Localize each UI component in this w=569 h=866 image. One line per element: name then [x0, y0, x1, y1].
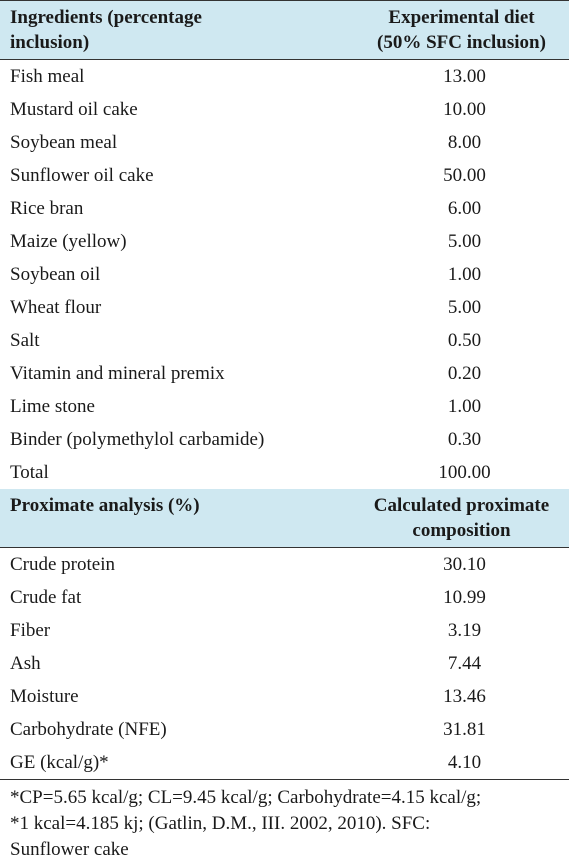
ingredient-value: 1.00 [447, 396, 482, 417]
ingredient-name: Fish meal [10, 66, 85, 87]
table-row: Lime stone 1.00 [0, 390, 569, 423]
ingredient-name: Lime stone [10, 396, 95, 417]
nutrient-value: 30.10 [443, 554, 486, 575]
proximate-header-row: Proximate analysis (%) Calculated proxim… [0, 489, 569, 548]
ingredient-name: Binder (polymethylol carbamide) [10, 429, 265, 450]
ingredient-value: 0.30 [447, 429, 482, 450]
experimental-diet-header-line2: (50% SFC inclusion) [377, 32, 546, 53]
nutrient-value: 3.19 [447, 620, 482, 641]
nutrient-value: 13.46 [443, 686, 486, 707]
nutrient-name: Ash [10, 653, 41, 674]
table-row: Crude protein 30.10 [0, 548, 569, 582]
table-row: Binder (polymethylol carbamide) 0.30 [0, 423, 569, 456]
ingredient-value: 1.00 [447, 264, 482, 285]
nutrient-value: 7.44 [447, 653, 482, 674]
ingredient-value: 50.00 [443, 165, 486, 186]
ingredient-value: 13.00 [443, 66, 486, 87]
footnote-line: *1 kcal=4.185 kj; (Gatlin, D.M., III. 20… [10, 813, 431, 834]
total-label: Total [10, 462, 49, 483]
ingredients-header-line2: inclusion) [10, 32, 90, 53]
footnote-line: *CP=5.65 kcal/g; CL=9.45 kcal/g; Carbohy… [10, 787, 482, 808]
table-row: Soybean meal 8.00 [0, 126, 569, 159]
nutrient-value: 31.81 [443, 719, 486, 740]
ingredient-value: 10.00 [443, 99, 486, 120]
ingredient-name: Mustard oil cake [10, 99, 138, 120]
table-row: GE (kcal/g)* 4.10 [0, 746, 569, 780]
footnote-line: Sunflower cake [10, 839, 129, 860]
total-row: Total 100.00 [0, 456, 569, 489]
total-value: 100.00 [438, 462, 491, 483]
table-row: Wheat flour 5.00 [0, 291, 569, 324]
ingredients-header-line1: Ingredients (percentage [10, 7, 202, 28]
nutrient-name: Carbohydrate (NFE) [10, 719, 167, 740]
ingredient-name: Rice bran [10, 198, 84, 219]
ingredient-value: 0.50 [447, 330, 482, 351]
calculated-composition-column-header: Calculated proximate composition [354, 489, 569, 548]
ingredient-name: Salt [10, 330, 40, 351]
table-row: Soybean oil 1.00 [0, 258, 569, 291]
table-row: Fiber 3.19 [0, 614, 569, 647]
ingredients-column-header: Ingredients (percentage inclusion) [0, 0, 354, 60]
ingredient-value: 8.00 [447, 132, 482, 153]
table-row: Moisture 13.46 [0, 680, 569, 713]
ingredient-name: Wheat flour [10, 297, 102, 318]
table-row: Fish meal 13.00 [0, 60, 569, 94]
experimental-diet-header-line1: Experimental diet [388, 7, 535, 28]
nutrient-value: 4.10 [354, 746, 569, 780]
table-row: Vitamin and mineral premix 0.20 [0, 357, 569, 390]
nutrient-name: Moisture [10, 686, 79, 707]
nutrient-value: 10.99 [443, 587, 486, 608]
ingredient-value: 5.00 [447, 297, 482, 318]
ingredient-name: Soybean meal [10, 132, 118, 153]
nutrient-name: Crude protein [10, 554, 116, 575]
table-row: Crude fat 10.99 [0, 581, 569, 614]
table-row: Maize (yellow) 5.00 [0, 225, 569, 258]
table-row: Salt 0.50 [0, 324, 569, 357]
table-footnote: *CP=5.65 kcal/g; CL=9.45 kcal/g; Carbohy… [0, 780, 569, 863]
calculated-header-line2: composition [412, 520, 511, 541]
ingredient-value: 0.20 [447, 363, 482, 384]
experimental-diet-column-header: Experimental diet (50% SFC inclusion) [354, 0, 569, 60]
nutrient-name: Fiber [10, 620, 51, 641]
ingredients-header-row: Ingredients (percentage inclusion) Exper… [0, 0, 569, 60]
ingredient-name: Maize (yellow) [10, 231, 127, 252]
table-row: Rice bran 6.00 [0, 192, 569, 225]
nutrient-name: GE (kcal/g)* [0, 746, 354, 780]
ingredient-value: 5.00 [447, 231, 482, 252]
calculated-header-line1: Calculated proximate [373, 495, 550, 516]
table-row: Sunflower oil cake 50.00 [0, 159, 569, 192]
nutrient-name: Crude fat [10, 587, 82, 608]
proximate-analysis-column-header: Proximate analysis (%) [0, 489, 354, 548]
table-row: Ash 7.44 [0, 647, 569, 680]
ingredient-name: Sunflower oil cake [10, 165, 154, 186]
ingredient-name: Soybean oil [10, 264, 101, 285]
proximate-header-line1: Proximate analysis (%) [10, 495, 200, 516]
diet-composition-table: Ingredients (percentage inclusion) Exper… [0, 0, 569, 780]
table-row: Carbohydrate (NFE) 31.81 [0, 713, 569, 746]
ingredient-value: 6.00 [447, 198, 482, 219]
table-row: Mustard oil cake 10.00 [0, 93, 569, 126]
ingredient-name: Vitamin and mineral premix [10, 363, 225, 384]
